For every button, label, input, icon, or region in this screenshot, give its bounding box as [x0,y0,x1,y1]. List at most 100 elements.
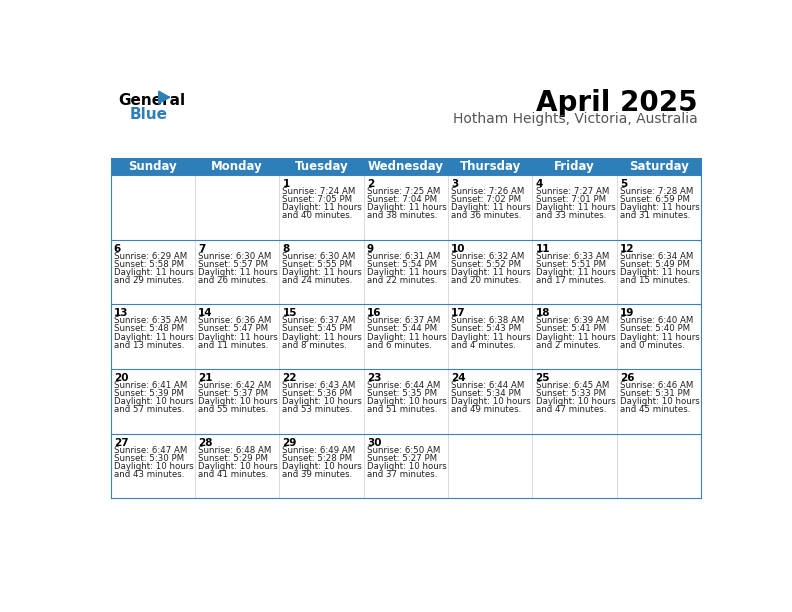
Text: Daylight: 10 hours: Daylight: 10 hours [283,462,362,471]
Text: Sunrise: 6:44 AM: Sunrise: 6:44 AM [451,381,524,390]
Text: Daylight: 11 hours: Daylight: 11 hours [198,332,278,341]
Text: Sunrise: 6:34 AM: Sunrise: 6:34 AM [620,252,693,261]
Bar [280,304,364,369]
Bar [532,304,617,369]
Text: Sunset: 7:02 PM: Sunset: 7:02 PM [451,195,521,204]
Text: 12: 12 [620,244,634,253]
Text: Friday: Friday [554,160,595,173]
Text: Sunrise: 6:41 AM: Sunrise: 6:41 AM [114,381,187,390]
Text: Sunrise: 7:25 AM: Sunrise: 7:25 AM [367,187,440,196]
Text: Daylight: 10 hours: Daylight: 10 hours [451,397,531,406]
Text: and 53 minutes.: and 53 minutes. [283,405,352,414]
Bar [280,175,364,240]
Text: Daylight: 10 hours: Daylight: 10 hours [114,462,193,471]
Text: Daylight: 10 hours: Daylight: 10 hours [367,462,447,471]
Text: Sunset: 5:29 PM: Sunset: 5:29 PM [198,454,268,463]
Text: Sunrise: 6:30 AM: Sunrise: 6:30 AM [198,252,272,261]
Text: and 13 minutes.: and 13 minutes. [114,341,184,349]
Bar [532,434,617,499]
Bar [617,158,701,175]
Bar [195,369,280,434]
Text: Sunset: 6:59 PM: Sunset: 6:59 PM [620,195,690,204]
Text: Sunset: 5:51 PM: Sunset: 5:51 PM [535,259,606,269]
Text: Daylight: 10 hours: Daylight: 10 hours [198,462,278,471]
Bar [617,434,701,499]
Text: 20: 20 [114,373,128,383]
Text: and 29 minutes.: and 29 minutes. [114,276,184,285]
Text: 16: 16 [367,308,381,318]
Text: Daylight: 11 hours: Daylight: 11 hours [620,203,699,212]
Text: Sunset: 5:54 PM: Sunset: 5:54 PM [367,259,437,269]
Text: Sunset: 5:57 PM: Sunset: 5:57 PM [198,259,268,269]
Text: Daylight: 11 hours: Daylight: 11 hours [451,332,531,341]
Text: Daylight: 11 hours: Daylight: 11 hours [198,268,278,277]
Text: Sunrise: 6:38 AM: Sunrise: 6:38 AM [451,316,524,326]
Text: and 8 minutes.: and 8 minutes. [283,341,348,349]
Bar [364,369,448,434]
Bar [448,240,532,304]
Text: 15: 15 [283,308,297,318]
Text: General: General [118,92,185,108]
Text: Daylight: 11 hours: Daylight: 11 hours [535,268,615,277]
Text: Daylight: 10 hours: Daylight: 10 hours [283,397,362,406]
Text: Sunrise: 6:36 AM: Sunrise: 6:36 AM [198,316,272,326]
Text: Monday: Monday [211,160,263,173]
Text: and 6 minutes.: and 6 minutes. [367,341,432,349]
Text: Sunset: 7:05 PM: Sunset: 7:05 PM [283,195,352,204]
Text: Sunset: 5:34 PM: Sunset: 5:34 PM [451,389,521,398]
Bar [364,304,448,369]
Bar [364,175,448,240]
Text: Sunrise: 6:50 AM: Sunrise: 6:50 AM [367,446,440,455]
Text: Sunset: 5:47 PM: Sunset: 5:47 PM [198,324,268,334]
Text: and 24 minutes.: and 24 minutes. [283,276,352,285]
Text: Sunrise: 6:44 AM: Sunrise: 6:44 AM [367,381,440,390]
Text: 29: 29 [283,438,297,447]
Bar [111,304,195,369]
Text: and 15 minutes.: and 15 minutes. [620,276,691,285]
Text: Daylight: 11 hours: Daylight: 11 hours [283,203,362,212]
Text: Sunset: 7:01 PM: Sunset: 7:01 PM [535,195,606,204]
Text: Daylight: 10 hours: Daylight: 10 hours [198,397,278,406]
Text: Sunrise: 6:30 AM: Sunrise: 6:30 AM [283,252,356,261]
Text: and 37 minutes.: and 37 minutes. [367,470,437,479]
Text: and 57 minutes.: and 57 minutes. [114,405,184,414]
Text: Daylight: 11 hours: Daylight: 11 hours [620,268,699,277]
Text: April 2025: April 2025 [535,89,697,117]
Text: Sunset: 5:40 PM: Sunset: 5:40 PM [620,324,690,334]
Text: Daylight: 10 hours: Daylight: 10 hours [620,397,699,406]
Text: and 22 minutes.: and 22 minutes. [367,276,437,285]
Text: Sunrise: 6:39 AM: Sunrise: 6:39 AM [535,316,609,326]
Text: and 36 minutes.: and 36 minutes. [451,211,522,220]
Text: 14: 14 [198,308,213,318]
Text: 10: 10 [451,244,466,253]
Text: Daylight: 11 hours: Daylight: 11 hours [114,332,193,341]
Bar [280,158,364,175]
Text: Tuesday: Tuesday [295,160,348,173]
Text: Sunrise: 6:32 AM: Sunrise: 6:32 AM [451,252,524,261]
Text: Sunrise: 6:31 AM: Sunrise: 6:31 AM [367,252,440,261]
Text: and 20 minutes.: and 20 minutes. [451,276,522,285]
Text: Sunset: 5:49 PM: Sunset: 5:49 PM [620,259,690,269]
Text: 24: 24 [451,373,466,383]
Text: Daylight: 10 hours: Daylight: 10 hours [535,397,615,406]
Text: 30: 30 [367,438,381,447]
Text: Sunset: 5:44 PM: Sunset: 5:44 PM [367,324,437,334]
Bar [448,175,532,240]
Text: Sunrise: 6:37 AM: Sunrise: 6:37 AM [367,316,440,326]
Text: Thursday: Thursday [459,160,521,173]
Bar [532,240,617,304]
Text: and 39 minutes.: and 39 minutes. [283,470,352,479]
Text: Daylight: 11 hours: Daylight: 11 hours [535,332,615,341]
Text: Sunrise: 6:37 AM: Sunrise: 6:37 AM [283,316,356,326]
Text: Blue: Blue [129,106,167,122]
Text: 17: 17 [451,308,466,318]
Text: and 26 minutes.: and 26 minutes. [198,276,268,285]
Text: Sunset: 5:39 PM: Sunset: 5:39 PM [114,389,184,398]
Bar [280,434,364,499]
Bar [364,240,448,304]
Text: Daylight: 11 hours: Daylight: 11 hours [535,203,615,212]
Text: 9: 9 [367,244,374,253]
Text: and 0 minutes.: and 0 minutes. [620,341,685,349]
Bar [448,369,532,434]
Bar [448,304,532,369]
